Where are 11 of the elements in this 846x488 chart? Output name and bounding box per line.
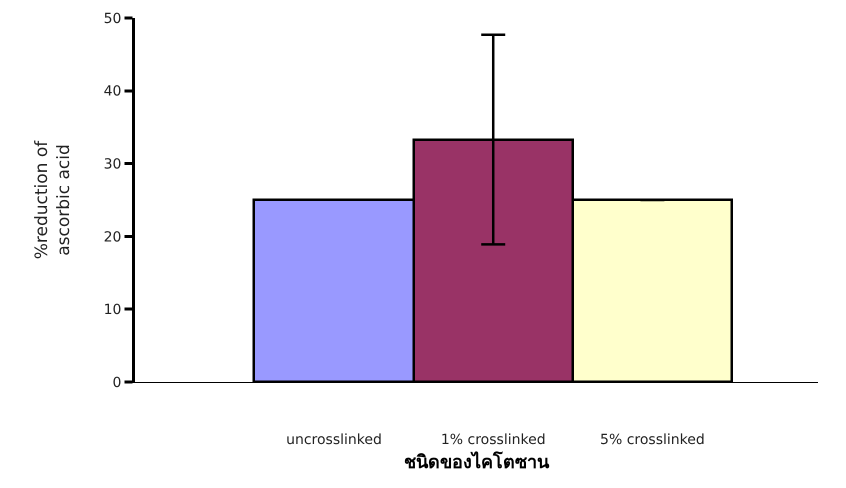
y-tick-label: 20 bbox=[104, 229, 122, 246]
y-tick-label: 30 bbox=[104, 156, 122, 172]
y-axis-title: %reduction of ascorbic acid bbox=[32, 140, 74, 260]
y-tick-label: 10 bbox=[104, 302, 122, 318]
y-tick-label: 0 bbox=[112, 374, 122, 391]
y-tick-label: 40 bbox=[104, 84, 122, 100]
x-axis-title: ชนิดของไคโตซาน bbox=[404, 450, 550, 473]
y-tick-label: 50 bbox=[104, 10, 122, 27]
x-tick-label: 5% crosslinked bbox=[600, 432, 705, 448]
x-tick-label: uncrosslinked bbox=[286, 432, 382, 448]
x-tick-label: 1% crosslinked bbox=[440, 432, 546, 448]
